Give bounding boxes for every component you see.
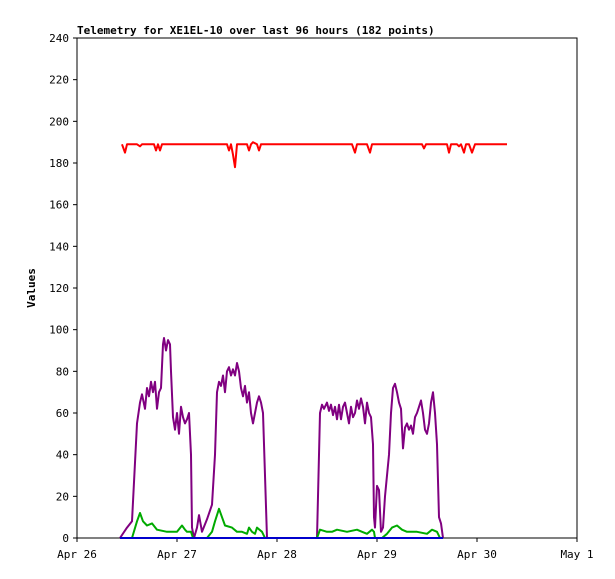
x-axis: Apr 26 Apr 27 Apr 28 Apr 29 Apr 30 May 1 [57,538,594,561]
series-layer [119,141,507,539]
series-line-2 [119,337,444,539]
y-tick-label: 200 [49,115,69,128]
x-tick-label: Apr 29 [357,548,397,561]
x-tick-label: Apr 30 [457,548,497,561]
x-tick-label: May 1 [560,548,593,561]
x-tick-label: Apr 28 [257,548,297,561]
y-tick-label: 120 [49,282,69,295]
y-tick-label: 160 [49,199,69,212]
y-tick-label: 40 [56,449,69,462]
y-tick-label: 180 [49,157,69,170]
y-tick-label: 20 [56,490,69,503]
y-tick-label: 240 [49,32,69,45]
y-tick-label: 80 [56,365,69,378]
x-tick-label: Apr 26 [57,548,97,561]
series-line-1 [121,141,507,169]
y-tick-label: 140 [49,240,69,253]
series-line-3 [120,507,443,539]
y-tick-label: 100 [49,324,69,337]
y-tick-label: 0 [62,532,69,545]
y-axis-label: Values [25,268,38,308]
y-tick-label: 60 [56,407,69,420]
y-tick-label: 220 [49,74,69,87]
y-axis: 0 20 40 60 80 100 120 140 160 180 200 220 240 [49,32,77,545]
chart-title: Telemetry for XE1EL-10 over last 96 hour… [77,24,435,37]
plot-frame [76,37,578,539]
x-tick-label: Apr 27 [157,548,197,561]
